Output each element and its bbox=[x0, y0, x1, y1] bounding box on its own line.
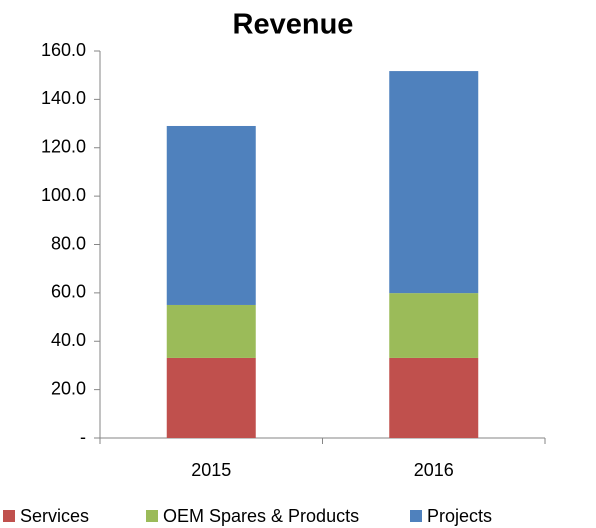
bar-segment bbox=[166, 357, 256, 438]
y-tick-label: 120.0 bbox=[41, 137, 86, 157]
y-tick-label: 40.0 bbox=[51, 330, 86, 350]
legend-label: Services bbox=[20, 506, 89, 526]
legend-swatch bbox=[3, 510, 15, 522]
legend-label: OEM Spares & Products bbox=[163, 506, 359, 526]
y-tick-label: 140.0 bbox=[41, 88, 86, 108]
bar-segment bbox=[389, 71, 479, 294]
legend-swatch bbox=[146, 510, 158, 522]
bar-segment bbox=[389, 357, 479, 438]
x-tick-label: 2015 bbox=[191, 460, 231, 480]
bar-segment bbox=[389, 293, 479, 358]
x-tick-label: 2016 bbox=[414, 460, 454, 480]
y-tick-label: 80.0 bbox=[51, 233, 86, 253]
y-tick-label: 60.0 bbox=[51, 282, 86, 302]
legend-swatch bbox=[410, 510, 422, 522]
bar-segment bbox=[166, 304, 256, 358]
bar-segment bbox=[166, 125, 256, 305]
y-tick-label: 160.0 bbox=[41, 40, 86, 60]
y-tick-label: 20.0 bbox=[51, 378, 86, 398]
chart-title: Revenue bbox=[233, 9, 354, 41]
y-tick-label: - bbox=[80, 427, 86, 447]
legend-label: Projects bbox=[427, 506, 492, 526]
y-tick-label: 100.0 bbox=[41, 185, 86, 205]
